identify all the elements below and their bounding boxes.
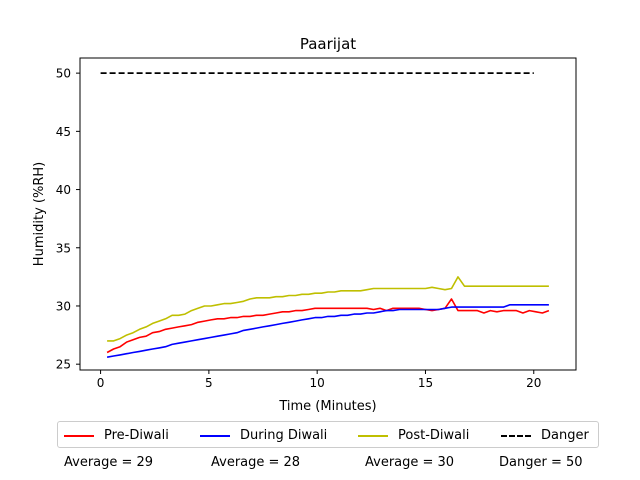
axes-frame bbox=[79, 57, 577, 371]
y-tick-label: 45 bbox=[56, 125, 71, 139]
y-tick-label: 35 bbox=[56, 241, 71, 255]
legend-item-during-diwali: During Diwali bbox=[200, 422, 327, 449]
legend-label-pre-diwali: Pre-Diwali bbox=[104, 428, 169, 443]
y-tick-label: 25 bbox=[56, 358, 71, 372]
legend-label-danger: Danger bbox=[541, 428, 589, 443]
y-axis-label: Humidity (%RH) bbox=[32, 162, 47, 266]
x-axis-label: Time (Minutes) bbox=[278, 399, 376, 414]
series-line-post-diwali bbox=[107, 276, 549, 342]
x-tick-label: 10 bbox=[310, 376, 325, 390]
legend-label-during-diwali: During Diwali bbox=[240, 428, 328, 443]
series-layer bbox=[100, 72, 550, 358]
average-pre-diwali: Average = 29 bbox=[64, 455, 154, 470]
averages-row: Average = 29 Average = 28 Average = 30 D… bbox=[0, 455, 640, 473]
legend-item-danger: Danger bbox=[501, 422, 589, 449]
legend-swatch-pre-diwali bbox=[64, 434, 94, 437]
average-post-diwali: Average = 30 bbox=[365, 455, 455, 470]
danger-threshold: Danger = 50 bbox=[499, 455, 583, 470]
y-axis: 25 30 35 40 45 50 bbox=[56, 67, 80, 372]
legend-item-pre-diwali: Pre-Diwali bbox=[64, 422, 169, 449]
average-during-diwali: Average = 28 bbox=[211, 455, 301, 470]
x-tick-label: 0 bbox=[97, 376, 105, 390]
y-tick-label: 30 bbox=[56, 299, 71, 313]
series-line-during-diwali bbox=[106, 303, 549, 358]
legend-item-post-diwali: Post-Diwali bbox=[358, 422, 469, 449]
legend-swatch-during-diwali bbox=[200, 434, 230, 437]
x-tick-label: 20 bbox=[526, 376, 541, 390]
legend: Pre-Diwali During Diwali Post-Diwali Dan… bbox=[57, 421, 599, 448]
legend-swatch-post-diwali bbox=[358, 434, 388, 437]
series-line-pre-diwali bbox=[106, 298, 550, 354]
legend-label-post-diwali: Post-Diwali bbox=[398, 428, 470, 443]
plot-area bbox=[79, 57, 577, 371]
x-axis: 0 5 10 15 20 bbox=[97, 370, 541, 390]
y-tick-label: 40 bbox=[56, 183, 71, 197]
legend-swatch-danger bbox=[501, 434, 531, 437]
chart-title: Paarijat bbox=[300, 35, 356, 53]
x-tick-label: 5 bbox=[205, 376, 213, 390]
y-tick-label: 50 bbox=[56, 67, 71, 81]
x-tick-label: 15 bbox=[418, 376, 433, 390]
